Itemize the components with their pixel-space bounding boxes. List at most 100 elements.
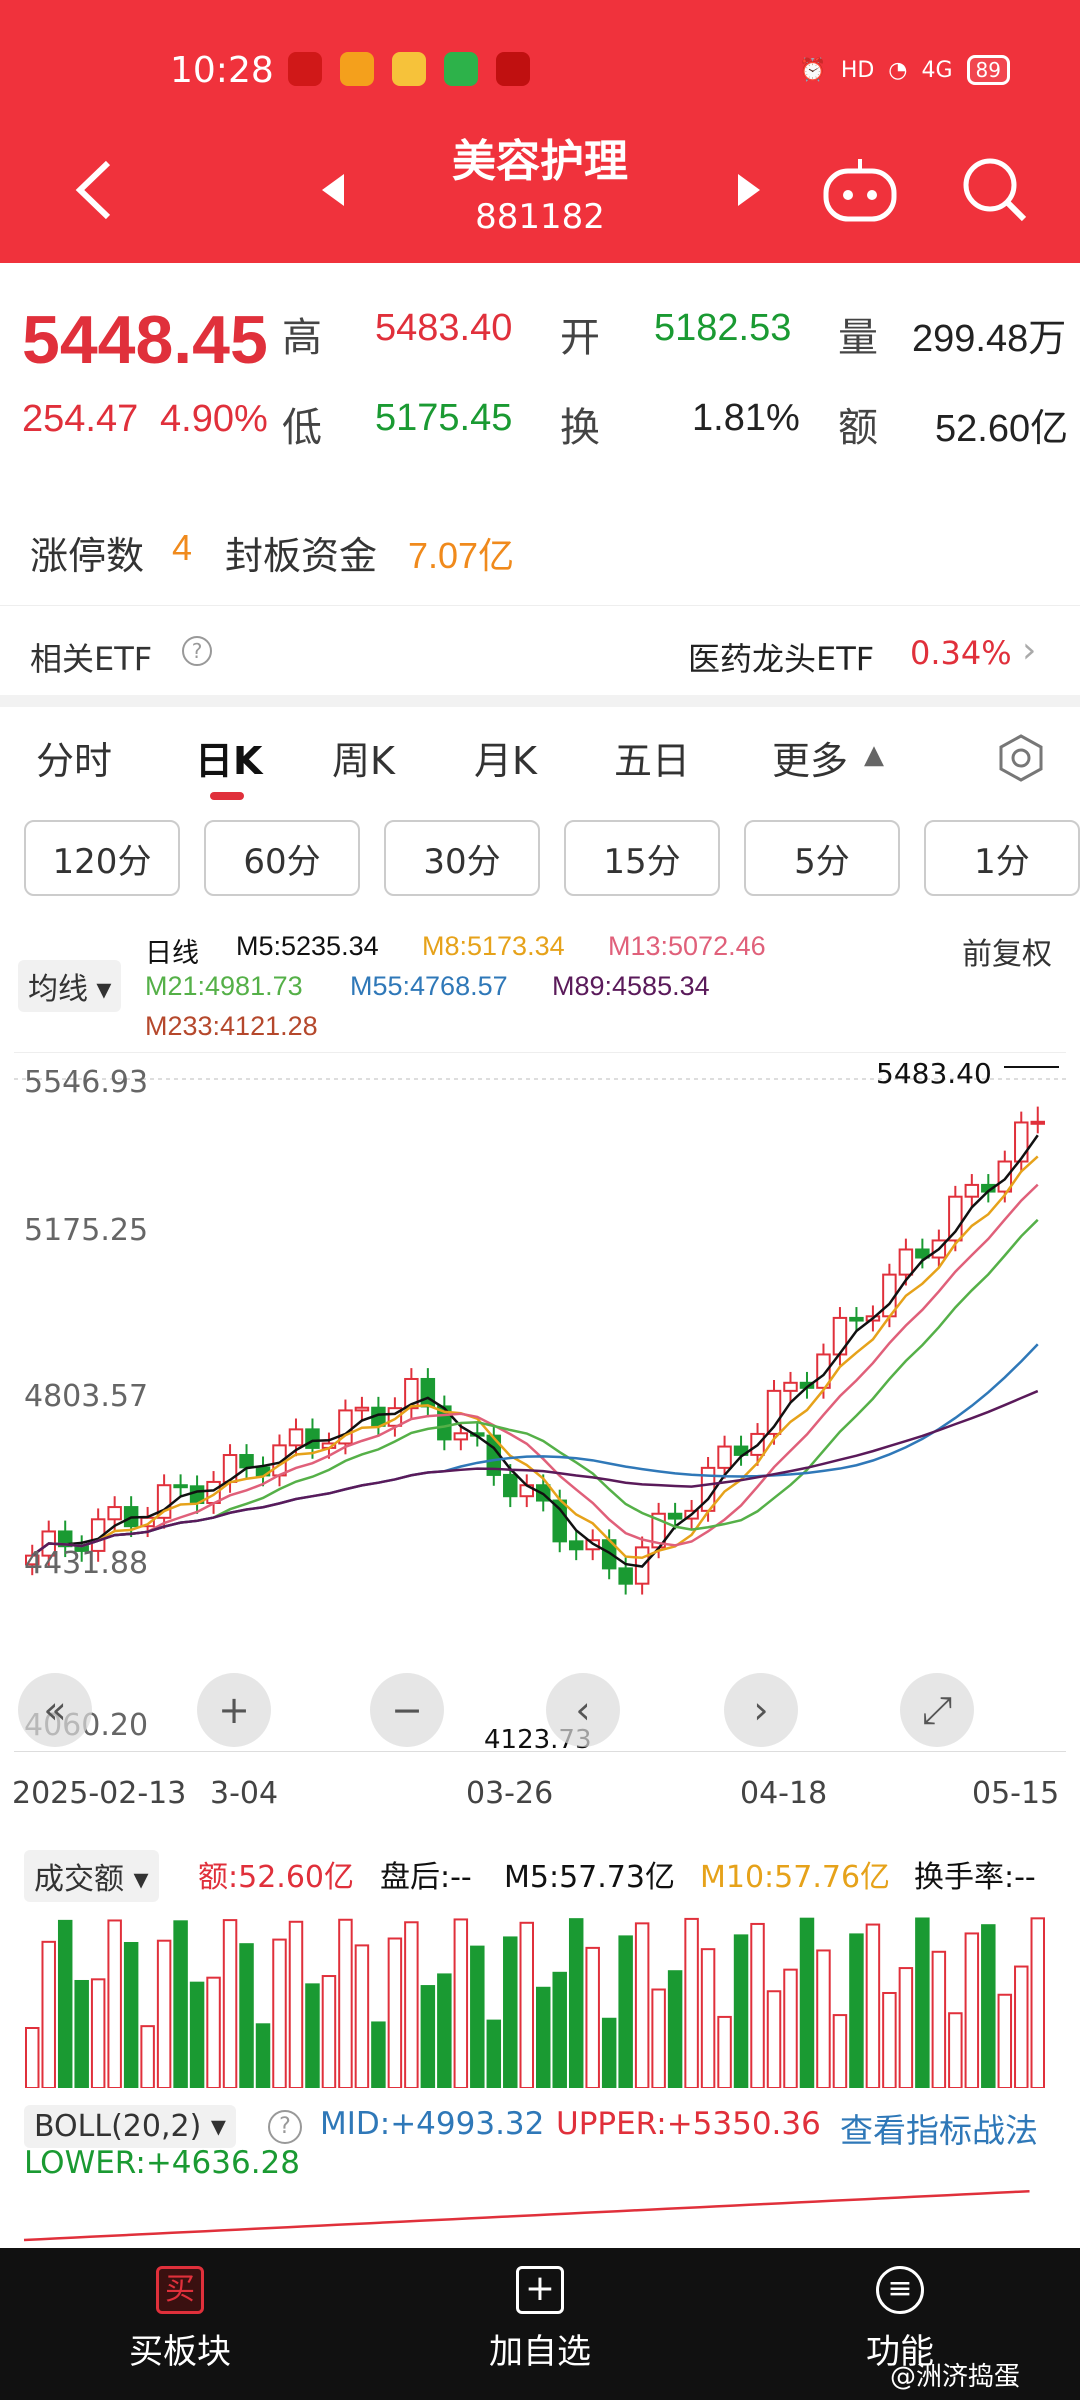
volume-bar bbox=[222, 1919, 238, 2088]
kline-svg bbox=[14, 1066, 1066, 1595]
volume-bar bbox=[849, 1933, 864, 2088]
price-change-pct: 4.90% bbox=[160, 398, 268, 440]
candle bbox=[57, 1530, 73, 1548]
next-stock-icon[interactable] bbox=[734, 170, 764, 210]
buy-sector-label: 买板块 bbox=[129, 2332, 231, 2372]
tab-daily-k[interactable]: 日K bbox=[195, 739, 263, 783]
ma8-value: M8:5173.34 bbox=[422, 931, 565, 961]
ma233-value: M233:4121.28 bbox=[145, 1011, 318, 1041]
volume-bar bbox=[437, 1973, 452, 2088]
volume-bar bbox=[733, 1934, 749, 2088]
volume-bar bbox=[898, 1967, 914, 2088]
watermark: @洲济捣蛋 bbox=[890, 2362, 1021, 2392]
boll-lower: LOWER:+4636.28 bbox=[24, 2145, 301, 2181]
min-30-button[interactable]: 30分 bbox=[384, 820, 540, 896]
battery-icon: 89 bbox=[966, 55, 1010, 85]
volume-bar bbox=[1014, 1965, 1029, 2088]
y-tick: 4431.88 bbox=[24, 1546, 149, 1581]
candle bbox=[964, 1183, 980, 1198]
status-bar: 10:28 ⏰ HD ◔ 4G 89 bbox=[0, 40, 1080, 100]
low-value: 5175.45 bbox=[375, 397, 513, 439]
back-icon[interactable] bbox=[70, 155, 120, 225]
add-watchlist-button[interactable]: + 加自选 bbox=[360, 2266, 720, 2373]
scroll-left-button[interactable]: ‹ bbox=[546, 1673, 620, 1747]
boll-select-label: BOLL(20,2) bbox=[34, 2109, 202, 2144]
volume-indicator-select[interactable]: 成交额 ▾ bbox=[24, 1850, 159, 1902]
indicator-select-label: 均线 bbox=[28, 973, 88, 1006]
min-1-button[interactable]: 1分 bbox=[924, 820, 1080, 896]
boll-indicator-select[interactable]: BOLL(20,2) ▾ bbox=[24, 2105, 236, 2148]
volume-bar bbox=[667, 1970, 683, 2088]
volume-chart[interactable] bbox=[14, 1888, 1066, 2088]
price-change: 254.47 bbox=[22, 398, 139, 440]
adjust-mode[interactable]: 前复权 bbox=[962, 938, 1052, 971]
volume-bar bbox=[156, 1939, 172, 2088]
boll-chart[interactable] bbox=[14, 2180, 1066, 2250]
volume-bar bbox=[173, 1920, 188, 2088]
open-label: 开 bbox=[560, 316, 600, 360]
robot-icon[interactable] bbox=[820, 155, 900, 225]
volume-bar bbox=[74, 1979, 89, 2088]
volume-bar bbox=[948, 2012, 963, 2088]
min-5-button[interactable]: 5分 bbox=[744, 820, 900, 896]
settings-icon[interactable] bbox=[995, 732, 1047, 784]
tab-more[interactable]: 更多 bbox=[772, 739, 849, 783]
scroll-right-button[interactable]: › bbox=[724, 1673, 798, 1747]
buy-sector-button[interactable]: 买 买板块 bbox=[0, 2266, 360, 2373]
zoom-out-button[interactable]: − bbox=[370, 1673, 444, 1747]
min-15-button[interactable]: 15分 bbox=[564, 820, 720, 896]
kline-chart[interactable]: 5546.93 5175.25 4803.57 4431.88 4060.20 … bbox=[14, 1052, 1066, 1755]
volume-bar bbox=[931, 1950, 947, 2088]
ma-line-m5 bbox=[31, 1134, 1039, 1568]
tab-monthly-k[interactable]: 月K bbox=[474, 739, 537, 783]
wifi-icon: ◔ bbox=[888, 57, 908, 83]
volume-bar bbox=[882, 1991, 897, 2088]
fullscreen-button[interactable]: ⤢ bbox=[900, 1673, 974, 1747]
volume-bar bbox=[338, 1918, 353, 2088]
rewind-button[interactable]: « bbox=[18, 1673, 92, 1747]
zoom-in-button[interactable]: + bbox=[197, 1673, 271, 1747]
search-icon[interactable] bbox=[960, 155, 1030, 225]
volume-bar bbox=[997, 1993, 1013, 2088]
tab-five-day[interactable]: 五日 bbox=[614, 739, 691, 783]
related-etf-row[interactable]: 相关ETF ? 医药龙头ETF 0.34% › bbox=[0, 605, 1080, 695]
min-120-button[interactable]: 120分 bbox=[24, 820, 180, 896]
indicator-strategy-link[interactable]: 查看指标战法 bbox=[840, 2111, 1038, 2150]
candle bbox=[667, 1512, 683, 1520]
candle bbox=[453, 1432, 469, 1441]
volume-m10: M10:57.76亿 bbox=[700, 1860, 891, 1895]
date-label-end: 05-15 bbox=[972, 1776, 1060, 1811]
ma-legend: 均线 ▾ 日线 M5:5235.34 M8:5173.34 M13:5072.4… bbox=[0, 915, 1080, 1055]
last-price: 5448.45 bbox=[22, 302, 268, 378]
help-icon[interactable]: ? bbox=[182, 636, 212, 666]
indicator-select[interactable]: 均线 ▾ bbox=[18, 960, 122, 1012]
volume-bar bbox=[206, 1976, 221, 2088]
candle bbox=[1014, 1121, 1029, 1163]
etf-label: 相关ETF bbox=[30, 640, 153, 678]
candle bbox=[948, 1195, 963, 1242]
period-tabs: 分时 日K 周K 月K 五日 更多 ▲ bbox=[0, 720, 1080, 800]
volume-value: 299.48万 bbox=[912, 318, 1067, 360]
tab-weekly-k[interactable]: 周K bbox=[332, 739, 395, 783]
volume-bar bbox=[1030, 1917, 1045, 2088]
ma89-value: M89:4585.34 bbox=[552, 971, 710, 1001]
y-tick: 5175.25 bbox=[24, 1213, 149, 1248]
boll-help-icon[interactable]: ? bbox=[268, 2110, 302, 2144]
ma21-value: M21:4981.73 bbox=[145, 971, 303, 1001]
function-button[interactable]: ≡ 功能 bbox=[720, 2266, 1080, 2373]
volume-bar bbox=[601, 2017, 617, 2088]
volume-bar bbox=[700, 1948, 716, 2088]
line-type: 日线 bbox=[145, 938, 199, 968]
prev-stock-icon[interactable] bbox=[318, 170, 348, 210]
volume-bar bbox=[634, 1922, 650, 2088]
bottom-nav: 买 买板块 + 加自选 ≡ 功能 @洲济捣蛋 bbox=[0, 2248, 1080, 2400]
tab-intraday[interactable]: 分时 bbox=[36, 739, 113, 783]
open-value: 5182.53 bbox=[654, 307, 792, 349]
boll-upper: UPPER:+5350.36 bbox=[556, 2106, 821, 2142]
volume-bar bbox=[519, 1921, 535, 2088]
volume-select-label: 成交额 bbox=[34, 1862, 124, 1897]
chevron-right-icon: › bbox=[1022, 630, 1037, 671]
candle bbox=[404, 1377, 419, 1410]
min-60-button[interactable]: 60分 bbox=[204, 820, 360, 896]
volume-bar bbox=[750, 1922, 765, 2088]
